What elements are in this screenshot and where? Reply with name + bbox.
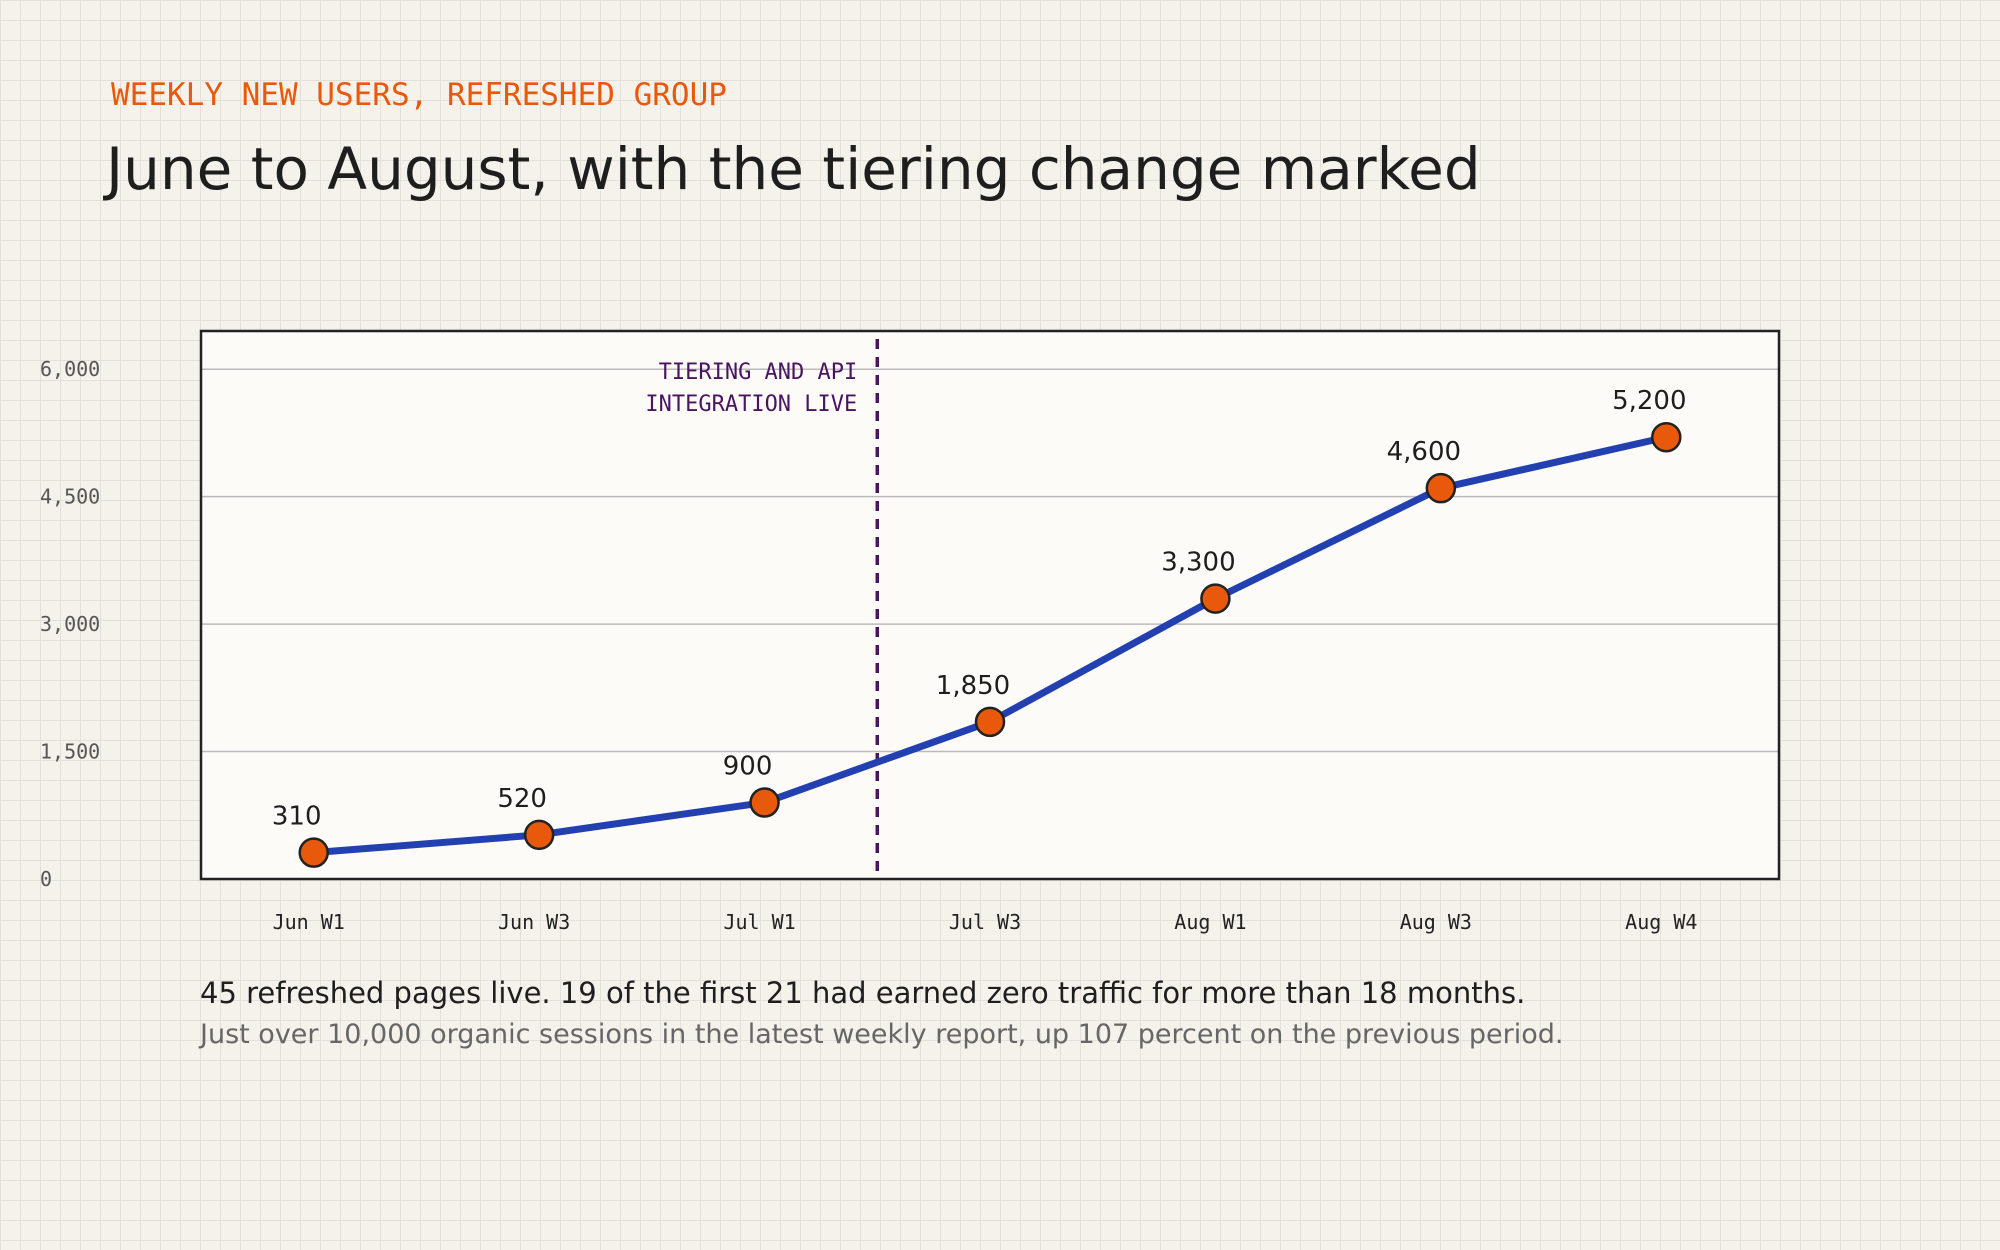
subcaption: Just over 10,000 organic sessions in the…: [198, 1019, 1564, 1050]
x-tick-label: Aug W3: [1400, 910, 1472, 934]
x-tick-label: Jun W3: [498, 910, 570, 934]
x-tick-label: Jul W3: [949, 910, 1021, 934]
x-tick-label: Jul W1: [723, 910, 795, 934]
data-label: 1,850: [936, 671, 1010, 701]
caption: 45 refreshed pages live. 19 of the first…: [200, 976, 1525, 1010]
kicker: WEEKLY NEW USERS, REFRESHED GROUP: [111, 77, 727, 113]
x-tick-label: Jun W1: [273, 910, 345, 934]
y-tick-label: 4,500: [40, 485, 100, 509]
y-tick-label: 6,000: [40, 357, 100, 381]
data-label: 310: [272, 802, 322, 832]
data-label: 3,300: [1161, 548, 1235, 578]
annotation-text: TIERING AND API: [659, 360, 858, 385]
marker: [298, 837, 329, 868]
marker: [1425, 472, 1457, 504]
data-label: 900: [723, 752, 773, 782]
x-tick-label: Aug W1: [1174, 910, 1246, 934]
marker: [1651, 421, 1682, 453]
y-tick-label: 0: [40, 867, 52, 891]
data-label: 5,200: [1612, 386, 1686, 416]
plot-area: [201, 331, 1779, 879]
plot-border: [199, 329, 1781, 881]
data-label: 4,600: [1387, 437, 1461, 467]
marker: [1200, 583, 1231, 614]
chart-title: June to August, with the tiering change …: [103, 135, 1481, 203]
y-tick-label: 3,000: [40, 612, 100, 636]
y-tick-label: 1,500: [40, 740, 100, 764]
data-label: 520: [497, 784, 547, 814]
marker: [749, 787, 780, 818]
annotation-text: INTEGRATION LIVE: [645, 392, 857, 417]
x-tick-label: Aug W4: [1625, 910, 1697, 934]
marker: [974, 706, 1006, 738]
marker: [523, 819, 555, 851]
